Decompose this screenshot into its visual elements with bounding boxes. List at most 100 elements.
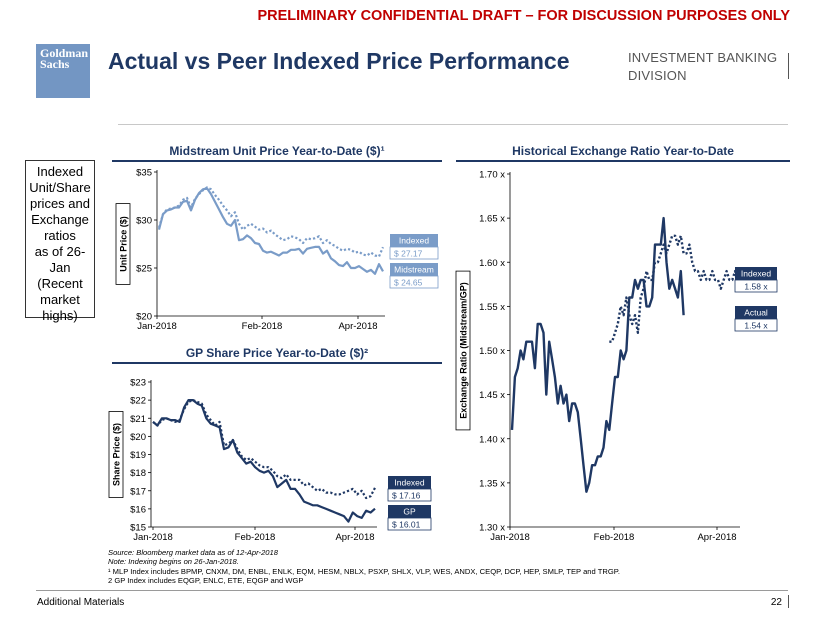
callout-header [388, 476, 431, 489]
y-tick-label: 1.35 x [479, 478, 505, 489]
y-tick-label: 1.30 x [479, 523, 505, 534]
y-tick-label: $20 [130, 432, 146, 443]
callout-series-name: Actual [744, 308, 768, 318]
y-axis-title: Unit Price ($) [119, 216, 129, 272]
callout-value-box [387, 488, 432, 502]
y-tick-label: $16 [130, 504, 146, 515]
y-tick-label: $21 [130, 414, 146, 425]
sidebar-line: Indexed [36, 164, 84, 179]
series-line-indexed [152, 398, 376, 500]
y-tick-label: $23 [130, 378, 146, 389]
footnotes: Source: Bloomberg market data as of 12-A… [108, 548, 768, 586]
goldman-sachs-logo: Goldman Sachs [36, 44, 90, 98]
gp-title-rule [112, 362, 442, 364]
footer-label: Additional Materials [37, 597, 125, 608]
page-number-divider [788, 595, 789, 608]
x-tick-label: Feb-2018 [235, 532, 276, 543]
series-line-gp [152, 398, 376, 523]
sidebar-line: market [40, 292, 80, 307]
callout-value-box [387, 517, 432, 531]
sidebar-line: ratios [44, 228, 76, 243]
y-tick-label: 1.55 x [479, 302, 505, 313]
x-tick-label: Jan-2018 [490, 532, 530, 543]
midstream-title-rule [112, 160, 442, 162]
callout-series-name: Indexed [399, 236, 430, 246]
callout-header [390, 234, 438, 247]
logo-line-1: Goldman [40, 46, 89, 60]
x-tick-label: Apr-2018 [335, 532, 374, 543]
gp-chart-title: GP Share Price Year-to-Date ($)² [185, 346, 369, 360]
y-tick-label: $15 [130, 523, 146, 534]
series-line-actual [510, 216, 685, 493]
sidebar-line: as of 26- [34, 244, 86, 259]
callout-header [735, 306, 777, 319]
logo-line-2: Sachs [40, 57, 70, 71]
x-tick-label: Jan-2018 [137, 321, 177, 332]
division-line-1: INVESTMENT BANKING [628, 50, 778, 65]
footnote-source: Source: Bloomberg market data as of 12-A… [108, 548, 278, 557]
sidebar-note-box: Indexed Unit/Share prices and Exchange r… [25, 160, 95, 323]
footer-rule [36, 590, 788, 591]
y-axis-title-box [115, 203, 131, 285]
x-tick-label: Apr-2018 [338, 321, 377, 332]
x-tick-label: Jan-2018 [133, 532, 173, 543]
callout-value: $ 17.16 [392, 491, 421, 501]
y-tick-label: $18 [130, 468, 146, 479]
footnote-note: Note: Indexing begins on 26-Jan-2018. [108, 557, 239, 567]
page-title: Actual vs Peer Indexed Price Performance [108, 48, 570, 74]
sidebar-line: Exchange [31, 212, 89, 227]
sidebar-line: highs) [42, 308, 78, 323]
callout-value-box [734, 318, 778, 332]
y-tick-label: 1.45 x [479, 390, 505, 401]
callout-header [735, 267, 777, 280]
y-tick-label: $25 [136, 264, 152, 275]
division-line-2: DIVISION [628, 68, 687, 83]
callout-value: 1.58 x [744, 282, 768, 292]
y-axis-title: Share Price ($) [112, 423, 122, 486]
callout-value-box [389, 246, 439, 260]
y-tick-label: 1.50 x [479, 346, 505, 357]
callout-value-box [734, 279, 778, 293]
callout-series-name: Indexed [394, 478, 425, 488]
y-tick-label: $20 [136, 312, 152, 323]
sidebar-line: Jan [49, 260, 71, 275]
y-axis-title-box [455, 270, 471, 431]
callout-value: $ 27.17 [394, 249, 423, 259]
series-line-midstream [157, 187, 384, 275]
y-axis-title: Exchange Ratio (Midstream/GP) [459, 282, 469, 419]
division-divider [788, 53, 789, 79]
callout-series-name: Midstream [394, 265, 434, 275]
x-tick-label: Feb-2018 [242, 321, 283, 332]
y-tick-label: 1.60 x [479, 258, 505, 269]
callout-header [388, 505, 431, 518]
callout-value-box [389, 275, 439, 289]
page-number: 22 [770, 597, 782, 608]
sidebar-line: (Recent [37, 276, 83, 291]
callout-series-name: GP [403, 507, 416, 517]
series-line-indexed [157, 186, 385, 258]
x-tick-label: Feb-2018 [594, 532, 635, 543]
x-tick-label: Apr-2018 [697, 532, 736, 543]
y-tick-label: 1.40 x [479, 434, 505, 445]
callout-series-name: Indexed [741, 269, 772, 279]
y-tick-label: $17 [130, 486, 146, 497]
sidebar-line: prices and [30, 196, 90, 211]
y-tick-label: 1.65 x [479, 214, 505, 225]
series-line-indexed [609, 234, 740, 343]
exchange-ratio-chart: Exchange Ratio (Midstream/GP) 1.70 x 1.65 … [455, 170, 778, 543]
footnote-1: ¹ MLP Index includes BPMP, CNXM, DM, ENB… [108, 566, 620, 576]
callout-header [390, 263, 438, 276]
y-tick-label: $22 [130, 396, 146, 407]
callout-value: 1.54 x [744, 321, 768, 331]
y-tick-label: $30 [136, 216, 152, 227]
sidebar-line: Unit/Share [29, 180, 91, 195]
y-axis-title-box [108, 411, 124, 498]
header-rule [118, 124, 788, 125]
draft-notice: PRELIMINARY CONFIDENTIAL DRAFT – FOR DIS… [257, 8, 790, 24]
callout-value: $ 24.65 [394, 278, 423, 288]
y-tick-label: $19 [130, 450, 146, 461]
y-tick-label: 1.70 x [479, 170, 505, 181]
exchange-title-rule [456, 160, 790, 162]
midstream-chart-title: Midstream Unit Price Year-to-Date ($)¹ [169, 144, 385, 158]
exchange-chart-title: Historical Exchange Ratio Year-to-Date [512, 144, 734, 158]
